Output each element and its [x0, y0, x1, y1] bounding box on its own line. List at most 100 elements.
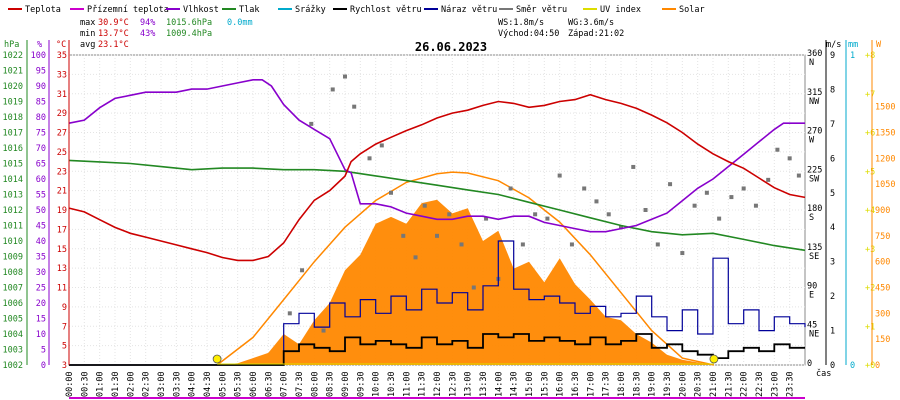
axis-tick-label: 70	[36, 144, 46, 154]
rain-axis: 10	[850, 51, 855, 371]
wind-direction-point	[533, 212, 538, 217]
wind-direction-point	[753, 203, 758, 208]
axis-tick-label: 1012	[3, 206, 23, 216]
axis-tick-label: 1013	[3, 191, 23, 201]
stat-avg-label: avg	[80, 40, 95, 50]
time-tick-label: 20:00	[678, 371, 688, 397]
stat-ws: WS:1.8m/s	[498, 18, 544, 28]
axis-tick-label: 1007	[3, 284, 23, 294]
axis-tick-label: 8	[830, 85, 835, 95]
axis-tick-label: 55	[36, 191, 46, 201]
axis-tick-label: 9	[62, 303, 67, 313]
time-tick-label: 10:30	[387, 371, 397, 397]
axis-tick-label: 17	[57, 225, 67, 235]
axis-tick-label: 7	[62, 322, 67, 332]
axis-tick-label: 21	[57, 187, 67, 197]
wind-direction-point	[643, 208, 648, 212]
wind-direction-point	[435, 233, 439, 238]
wind-gust-line	[69, 240, 806, 366]
axis-tick-label: 80	[36, 113, 46, 123]
axis-tick-label: 95	[36, 67, 46, 77]
axis-tick-label: 7	[830, 120, 835, 130]
direction-tick-label: E	[809, 291, 814, 301]
axis-tick-label: 85	[36, 98, 46, 108]
direction-tick-value: 360	[807, 49, 822, 59]
axis-tick-label: 1200	[875, 154, 895, 164]
time-tick-label: 18:00	[617, 371, 627, 397]
time-tick-label: 13:30	[479, 371, 489, 397]
wind-direction-point	[459, 242, 464, 247]
axis-tick-label: 1008	[3, 268, 23, 278]
solar-measured-area	[216, 199, 713, 365]
wind-axis-unit: m/s	[826, 40, 841, 50]
time-tick-label: 06:00	[249, 371, 259, 397]
wind-direction-point	[631, 164, 636, 169]
wind-direction-point	[401, 233, 406, 238]
hpa-axis-unit: hPa	[4, 40, 19, 50]
axis-tick-label: 1015	[3, 160, 23, 170]
humidity-axis: 1009590858075706560555045403530252015105…	[31, 51, 46, 371]
time-tick-label: 18:30	[632, 371, 642, 397]
wind-direction-point	[606, 212, 611, 217]
time-tick-label: 10:00	[372, 371, 382, 397]
time-axis: 00:00 00:30 01:00 01:30 02:00 02:30 03:00 03:30…	[65, 371, 796, 397]
axis-tick-label: 9	[830, 51, 835, 61]
wind-direction-point	[582, 186, 587, 191]
direction-tick-label: W	[809, 136, 815, 146]
sun-marker	[212, 354, 222, 364]
axis-tick-label: +4	[865, 206, 875, 216]
axis-tick-label: 1006	[3, 299, 23, 309]
stat-avg-temp: 23.1°C	[98, 40, 129, 50]
time-tick-label: 12:30	[448, 371, 458, 397]
time-tick-label: 03:00	[157, 371, 167, 397]
time-tick-label: 21:00	[709, 371, 719, 397]
wind-direction-point	[766, 177, 771, 182]
axis-tick-label: +5	[865, 167, 875, 177]
wind-direction-point	[594, 199, 599, 204]
time-tick-label: 07:00	[280, 371, 290, 397]
time-tick-label: 19:00	[648, 371, 658, 397]
axis-tick-label: 25	[36, 284, 46, 294]
time-tick-label: 02:30	[142, 371, 152, 397]
time-tick-label: 07:30	[295, 371, 305, 397]
wind-direction-point	[729, 195, 734, 200]
stat-sunset: Západ:21:02	[568, 29, 624, 39]
time-tick-label: 00:00	[65, 371, 75, 397]
axis-tick-label: 1014	[3, 175, 23, 185]
wind-direction-point	[619, 225, 623, 230]
wind-direction-point	[300, 268, 305, 273]
time-tick-label: 21:30	[724, 371, 734, 397]
wind-direction-point	[422, 203, 427, 208]
wind-direction-point	[717, 216, 722, 221]
time-tick-label: 01:00	[96, 371, 106, 397]
axis-tick-label: 1002	[3, 361, 23, 371]
legend-label: Náraz větru	[441, 5, 497, 15]
axis-tick-label: 1019	[3, 98, 23, 108]
axis-tick-label: +1	[865, 322, 875, 332]
axis-tick-label: 3	[62, 361, 67, 371]
axis-tick-label: 10	[36, 330, 46, 340]
solar-theoretical-line	[216, 171, 715, 366]
temperature-line	[68, 93, 806, 262]
axis-tick-label: 0	[830, 361, 835, 371]
direction-tick-label: N	[809, 58, 814, 68]
axis-tick-label: 1016	[3, 144, 23, 154]
time-tick-label: 04:30	[203, 371, 213, 397]
pct-axis-unit: %	[37, 40, 42, 50]
legend-label: Vlhkost	[183, 5, 219, 15]
axis-tick-label: 33	[57, 70, 67, 80]
stat-wg: WG:3.6m/s	[568, 18, 614, 28]
axis-tick-label: +3	[865, 245, 875, 255]
axis-tick-label: 750	[875, 232, 890, 242]
wind-direction-point	[796, 173, 801, 178]
legend-label: Směr větru	[516, 5, 567, 15]
time-tick-label: 11:30	[418, 371, 428, 397]
time-tick-label: 14:30	[510, 371, 520, 397]
x-axis-unit: čas	[816, 368, 831, 379]
axis-tick-label: 45	[36, 222, 46, 232]
axis-tick-label: 1004	[3, 330, 23, 340]
pressure-axis: 1022 1021 1020 1019 1018 1017 1016 1015 1014 1013…	[3, 51, 23, 371]
chart-title: 26.06.2023	[415, 40, 487, 54]
legend-label: Přízemní teplota	[87, 5, 169, 15]
wind-direction-point	[508, 186, 513, 191]
